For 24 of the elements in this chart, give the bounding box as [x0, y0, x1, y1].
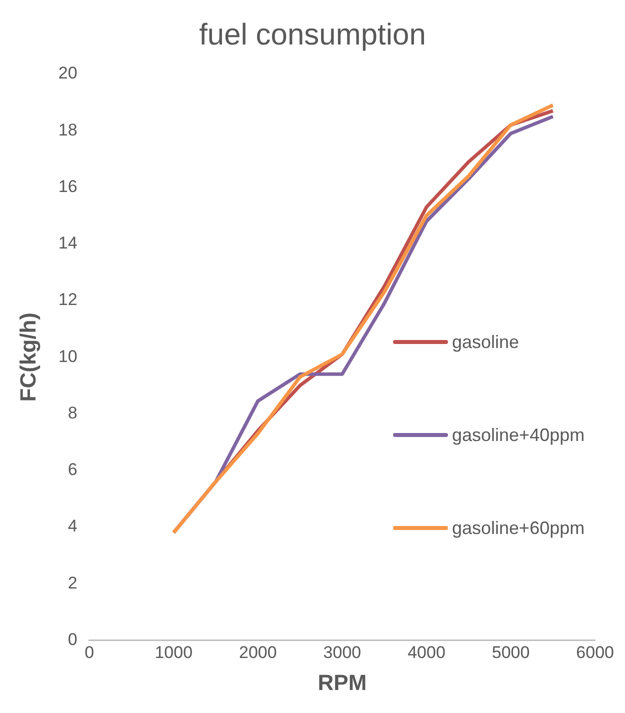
legend-label: gasoline [452, 332, 520, 352]
y-tick-label: 10 [58, 346, 78, 366]
x-tick-label: 1000 [154, 643, 193, 662]
x-axis-title: RPM [318, 670, 367, 695]
y-tick-label: 16 [58, 176, 78, 196]
chart-title: fuel consumption [199, 18, 426, 52]
y-tick-label: 0 [68, 630, 78, 649]
x-tick-label: 2000 [238, 643, 277, 662]
x-tick-label: 6000 [576, 643, 614, 662]
x-tick-label: 3000 [323, 643, 362, 662]
legend-label: gasoline+60ppm [452, 518, 585, 538]
y-tick-label: 4 [68, 516, 78, 536]
y-tick-label: 18 [58, 120, 78, 140]
x-tick-label: 5000 [492, 643, 530, 662]
y-tick-label: 14 [58, 234, 78, 253]
y-tick-label: 6 [68, 460, 78, 480]
y-tick-label: 2 [68, 573, 78, 592]
x-tick-label: 0 [84, 643, 94, 662]
y-tick-label: 12 [58, 290, 78, 310]
y-tick-label: 20 [58, 64, 78, 83]
x-tick-label: 4000 [408, 643, 446, 662]
legend-label: gasoline+40ppm [452, 424, 585, 446]
y-axis-title: FC(kg/h) [15, 312, 40, 402]
y-tick-label: 8 [68, 403, 78, 422]
